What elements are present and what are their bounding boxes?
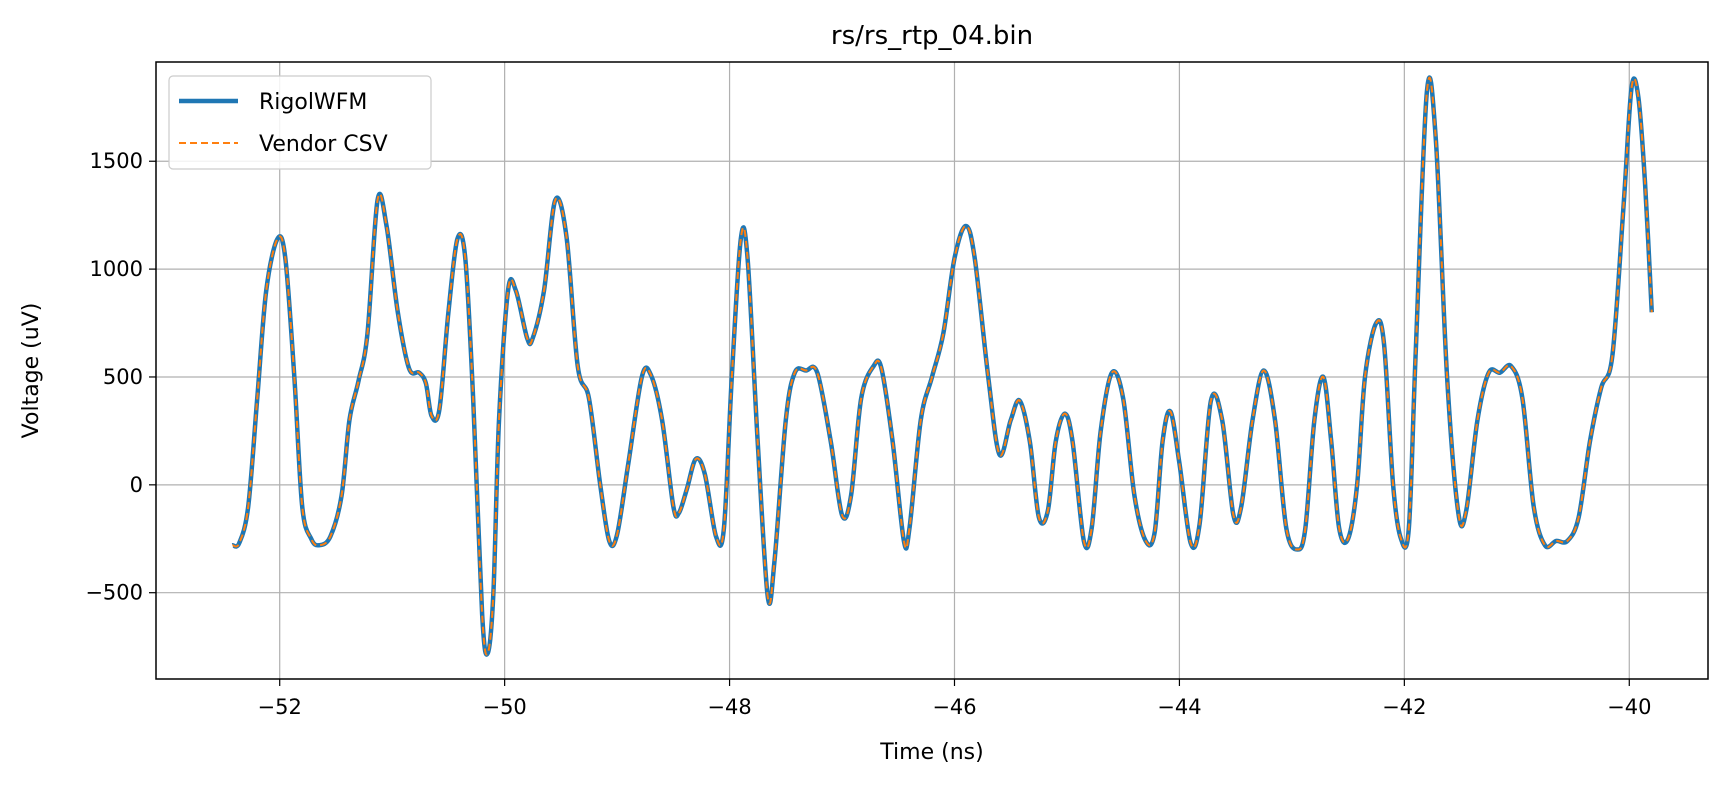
y-axis-label: Voltage (uV)	[19, 303, 44, 439]
y-tick-label: 0	[130, 473, 143, 497]
x-axis-label: Time (ns)	[879, 740, 983, 765]
legend: RigolWFM Vendor CSV	[168, 75, 432, 170]
plot-frame	[155, 61, 1709, 680]
x-tick-label: −52	[258, 695, 302, 719]
y-tick-label: 1000	[90, 257, 143, 281]
x-tick-label: −46	[932, 695, 976, 719]
ticks: −52 −50 −48 −46 −44 −42 −40 −500 0 500 1000 1500	[85, 149, 1651, 719]
chart-title: rs/rs_rtp_04.bin	[831, 21, 1033, 51]
x-tick-label: −50	[482, 695, 526, 719]
series-line-vendor-csv	[232, 76, 1653, 656]
x-tick-label: −48	[707, 695, 751, 719]
legend-label-vendor-csv: Vendor CSV	[259, 132, 388, 157]
y-tick-label: 1500	[90, 149, 143, 173]
x-tick-label: −44	[1157, 695, 1201, 719]
y-tick-label: 500	[103, 365, 143, 389]
y-tick-label: −500	[85, 581, 143, 605]
x-tick-label: −42	[1382, 695, 1426, 719]
legend-label-rigolwfm: RigolWFM	[259, 90, 367, 115]
series-layer	[231, 75, 1655, 657]
x-tick-label: −40	[1607, 695, 1651, 719]
